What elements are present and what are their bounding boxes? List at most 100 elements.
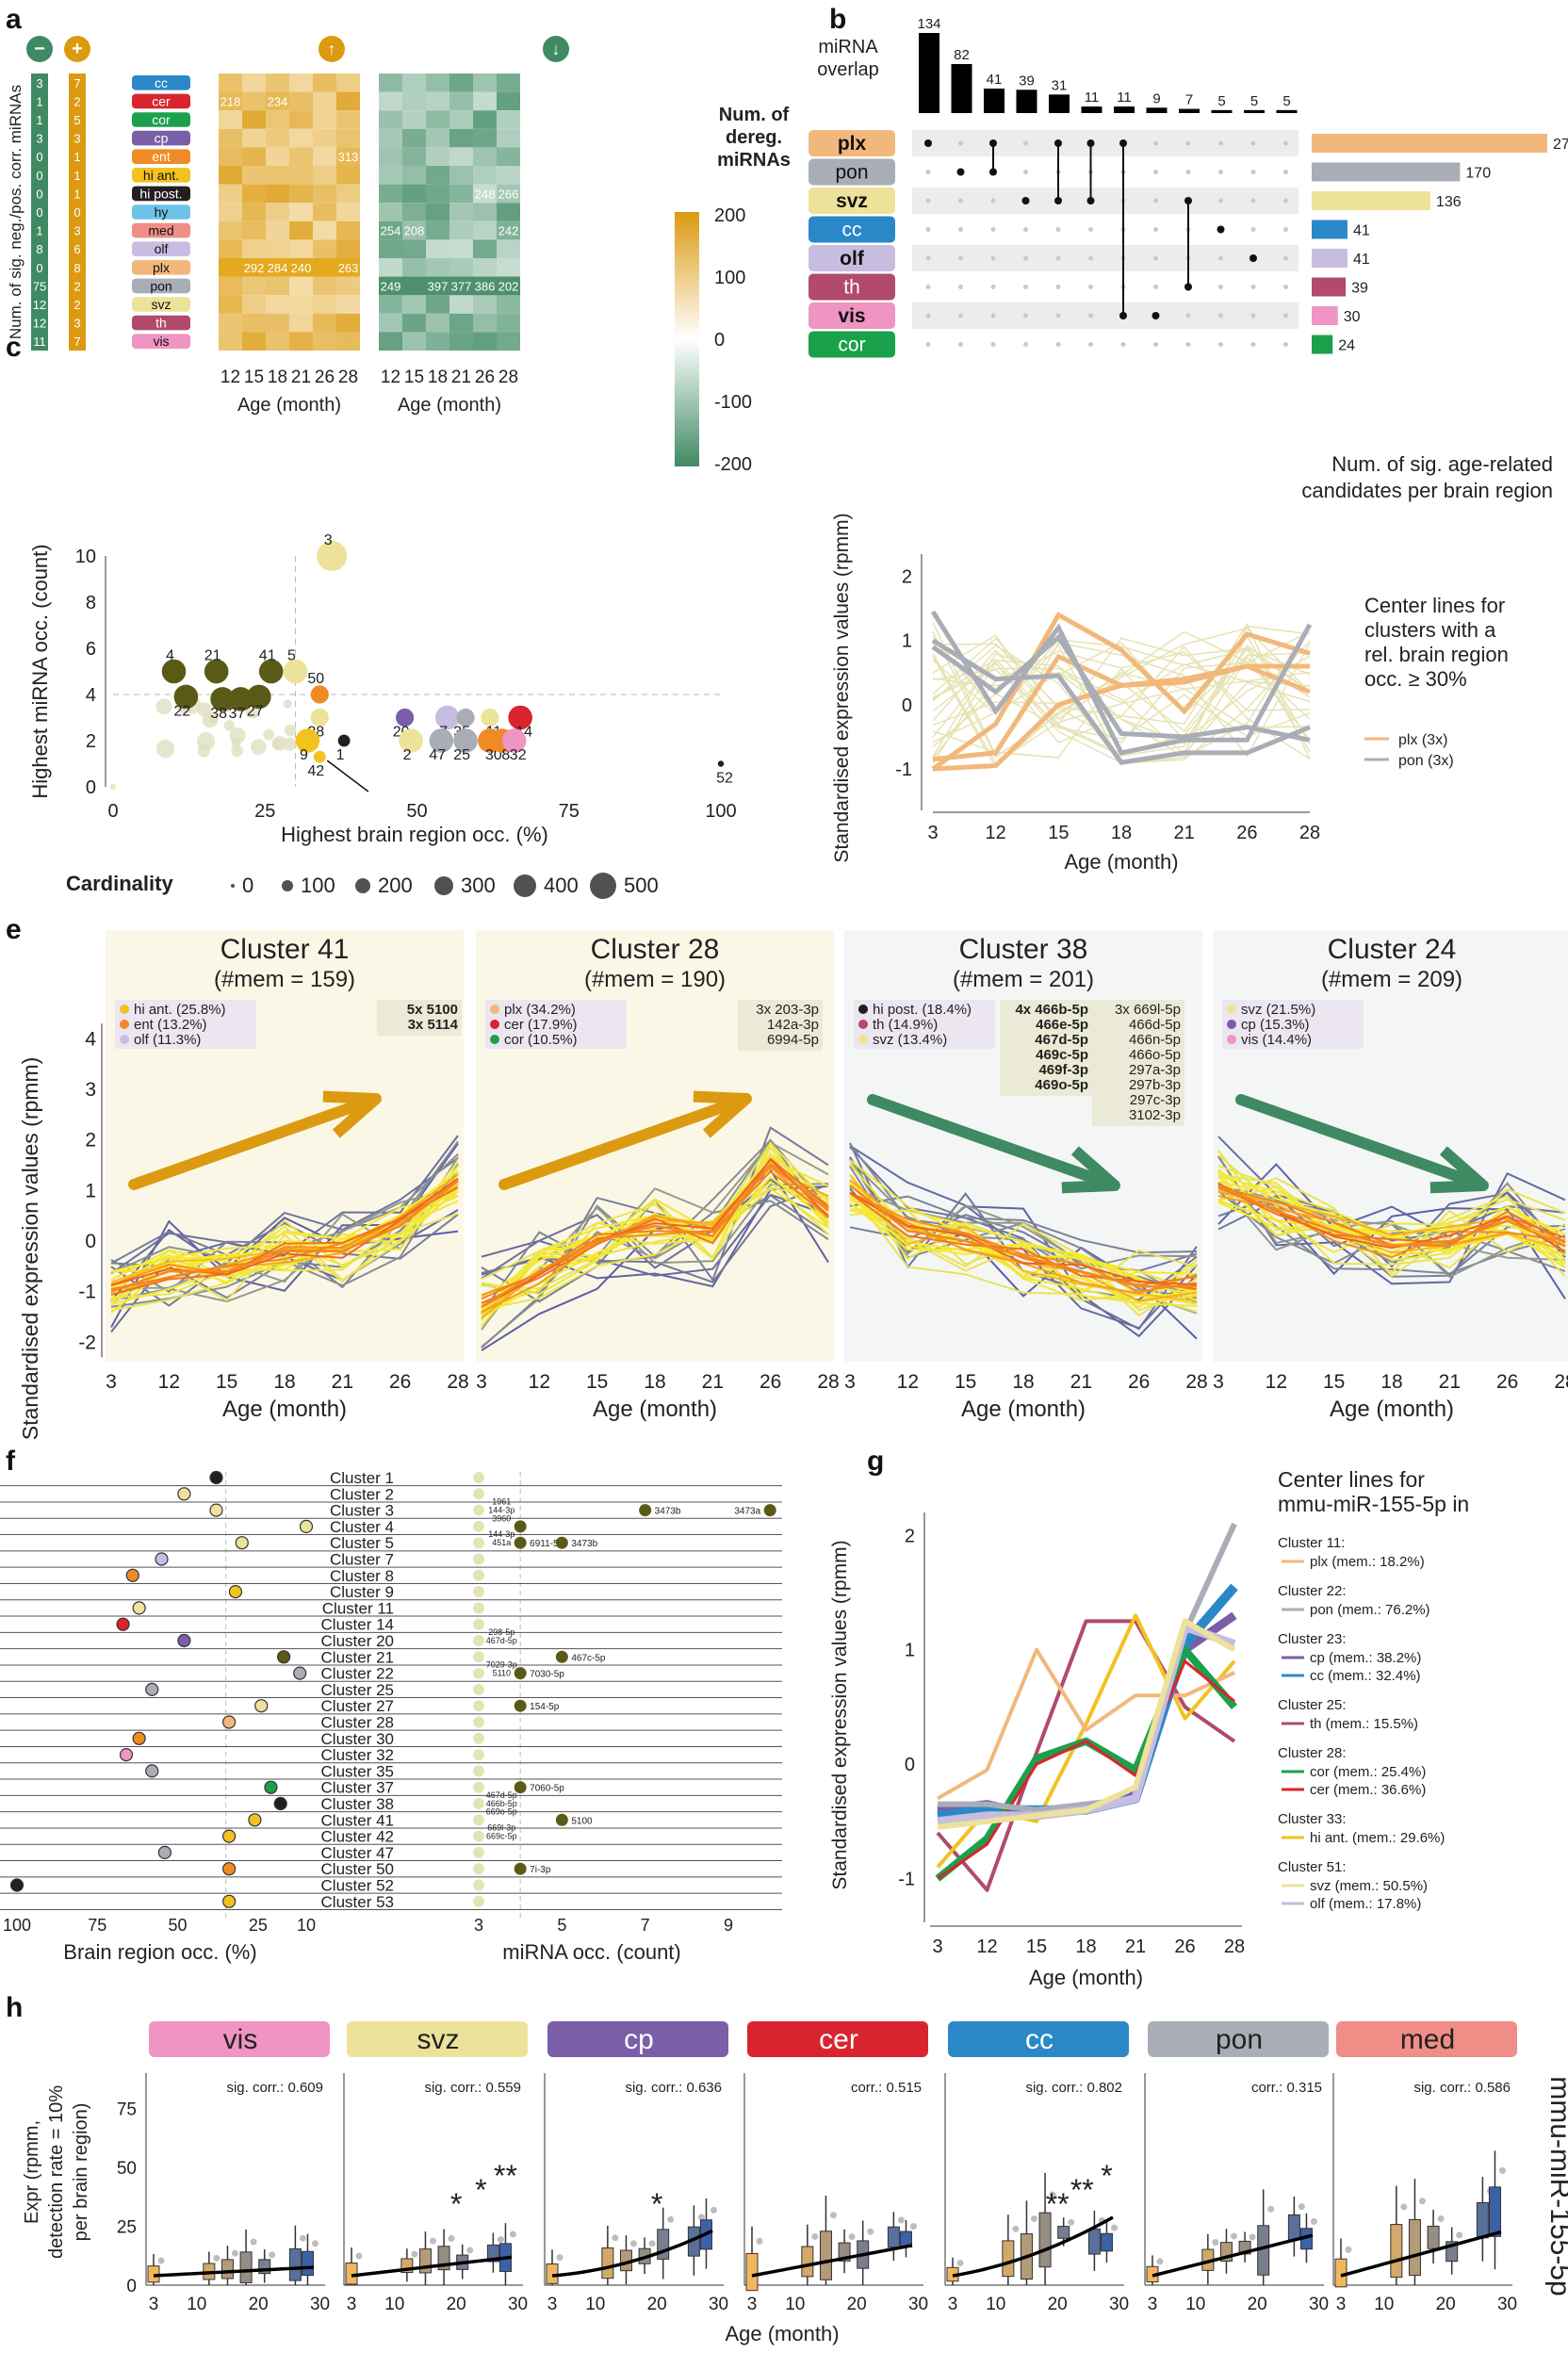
region-label: hi post. [139, 186, 182, 201]
down-heat-cell [473, 74, 497, 92]
down-heat-value: 248 [475, 187, 496, 201]
neg-count-column [31, 74, 48, 351]
intersection-bar-value: 31 [1052, 77, 1068, 93]
matrix-dot-active [1086, 197, 1095, 204]
x-tick-label: 3 [476, 1371, 487, 1393]
x-tick-label: 50 [169, 1916, 188, 1935]
y-tick-label: 25 [117, 2218, 137, 2238]
member-line [849, 1191, 1198, 1293]
up-heat-value: 313 [338, 150, 359, 164]
down-arrow-badge [543, 36, 569, 62]
down-heat-cell [402, 276, 426, 296]
up-heat-cell [242, 184, 266, 204]
region-occ-dot [235, 1536, 249, 1550]
x-tick-label: 28 [1299, 823, 1320, 843]
region-occ-dot [132, 1601, 146, 1615]
down-heat-cell [379, 203, 402, 221]
matrix-dot [990, 313, 996, 319]
down-heat-cell [379, 332, 402, 351]
neg-count: 3 [36, 132, 42, 146]
mirna-occ-dot [514, 1536, 527, 1549]
cluster-point [453, 728, 478, 753]
legend-label: th (mem.: 15.5%) [1310, 1716, 1418, 1732]
fit-curve [153, 2265, 315, 2278]
box [745, 2252, 759, 2292]
pon-center-line [931, 633, 1311, 743]
box [1476, 2201, 1489, 2239]
box [819, 2230, 832, 2280]
up-heat-cell [242, 91, 266, 111]
cluster-panel-bg [476, 930, 834, 1362]
matrix-dot [1088, 285, 1093, 289]
cluster-row-label: Cluster 35 [321, 1762, 394, 1780]
region-chip [132, 315, 190, 331]
x-tick-label: 28 [498, 368, 518, 387]
down-heat-cell [497, 221, 520, 240]
mirna-occ-dot [473, 1618, 484, 1630]
x-tick-label: 20 [447, 2295, 466, 2314]
member-line [1217, 1153, 1566, 1278]
region-chip [132, 260, 190, 275]
y-tick-label: 1 [905, 1641, 915, 1661]
matrix-dot [1153, 255, 1158, 261]
x-tick-label: 15 [1026, 1936, 1047, 1957]
mirna-name: 144-3p [488, 1506, 514, 1515]
down-heat-value: 208 [404, 224, 425, 238]
outlier-point [811, 2232, 819, 2240]
trend-arrow [867, 1094, 1104, 1185]
member-line [110, 1194, 459, 1296]
region-label: th [155, 316, 167, 331]
up-heat-cell [266, 276, 289, 296]
mirna-occ-dot [473, 1553, 484, 1565]
intersection-bar-value: 9 [1152, 90, 1160, 106]
down-heat-cell [426, 74, 449, 92]
pos-count: 3 [74, 224, 80, 238]
x-axis-label: miRNA occ. (count) [502, 1940, 681, 1964]
x-tick-label: 3 [844, 1371, 856, 1393]
down-heat-cell [497, 295, 520, 314]
matrix-dot [990, 227, 996, 232]
region-dot [858, 1020, 868, 1029]
down-heat-cell [426, 258, 449, 277]
cluster-point [429, 728, 454, 753]
mirna-occ-dot [514, 1862, 527, 1875]
member-line [932, 630, 1311, 744]
intersection-bar [951, 63, 972, 113]
x-tick-label: 20 [647, 2295, 667, 2314]
y-axis-label: Standardised expression values (rpmm) [18, 1057, 42, 1441]
up-heat-cell [242, 295, 266, 314]
panel-letter-f: f [6, 1446, 16, 1477]
cluster-row-label: Cluster 32 [321, 1746, 394, 1764]
cluster-point [247, 684, 271, 710]
region-share: plx (34.2%) [504, 1002, 576, 1018]
matrix-dot [1153, 285, 1158, 289]
matrix-row-band [912, 188, 1298, 214]
cluster-row-label: Cluster 2 [330, 1485, 394, 1503]
x-tick-label: 7 [641, 1916, 650, 1935]
down-heat-cell [402, 239, 426, 258]
up-heat-cell [336, 221, 360, 240]
x-tick-label: 20 [1048, 2295, 1068, 2314]
side-label: mmu-miR-155-5p [1544, 2076, 1568, 2296]
center-line [936, 1647, 1235, 1801]
down-heat-cell [473, 110, 497, 129]
down-heat-cell [402, 313, 426, 333]
region-total-value: 39 [1351, 281, 1368, 297]
mirna-occ-dot [514, 1667, 527, 1680]
member-line [481, 1180, 829, 1321]
cluster-point [295, 728, 320, 753]
region-dot [858, 1005, 868, 1014]
up-heat-cell [313, 295, 336, 314]
mirna-occ-dot [473, 1895, 484, 1907]
up-heat-cell [242, 332, 266, 351]
region-occ-dot [264, 1780, 278, 1794]
down-heat-cell [426, 221, 449, 240]
region-occ-dot [157, 1845, 172, 1860]
significance-star: ** [1046, 2187, 1070, 2221]
member-line [849, 1195, 1198, 1254]
mirna-name: 5100 [571, 1816, 593, 1826]
up-heat-cell [289, 147, 313, 166]
neg-count: 0 [36, 261, 42, 275]
matrix-dot [1055, 255, 1061, 261]
up-heat-cell [219, 91, 242, 111]
